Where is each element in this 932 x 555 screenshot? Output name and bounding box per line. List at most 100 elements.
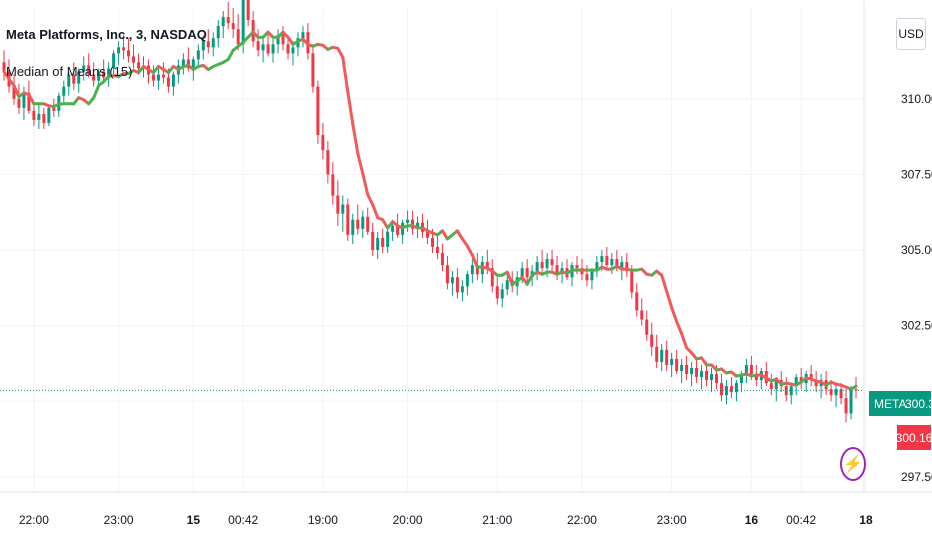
candle-body <box>809 374 813 381</box>
candle-body <box>625 262 629 272</box>
candle-body <box>196 50 200 60</box>
candle <box>406 210 410 232</box>
x-tick-label: 22:00 <box>19 513 49 527</box>
candle-body <box>82 65 86 72</box>
candle-body <box>171 74 175 87</box>
candle-body <box>734 383 738 393</box>
candle-body <box>670 358 674 365</box>
symbol-label: META <box>874 396 907 411</box>
candle-body <box>211 38 215 48</box>
candle-body <box>739 374 743 384</box>
candle <box>804 371 808 393</box>
candle <box>296 32 300 57</box>
candle <box>565 259 569 281</box>
candle-body <box>460 286 464 293</box>
candle <box>92 62 96 87</box>
ma-segment <box>470 253 479 269</box>
lightning-icon[interactable]: ⚡ <box>840 447 866 481</box>
candle-body <box>685 364 689 375</box>
candle <box>660 343 664 371</box>
candle-body <box>789 386 793 396</box>
x-tick-label: 16 <box>745 513 759 527</box>
candle <box>87 53 91 78</box>
candle <box>460 280 464 302</box>
candle-body <box>341 204 345 214</box>
candle-body <box>660 349 664 362</box>
ma-segment <box>351 122 360 155</box>
candle-body <box>540 262 544 269</box>
grid <box>0 0 932 493</box>
y-axis[interactable]: 297.50 302.50 305.00 307.50 310.00 <box>901 92 932 484</box>
candle <box>799 367 803 390</box>
candle <box>490 259 494 293</box>
candle-body <box>181 59 185 66</box>
x-tick-label: 00:42 <box>228 513 258 527</box>
candle-body <box>769 383 773 390</box>
y-tick-label: 307.50 <box>901 167 932 181</box>
candle <box>17 83 21 114</box>
candle <box>605 246 609 269</box>
candle-body <box>156 74 160 81</box>
candle-body <box>201 41 205 51</box>
candle <box>256 29 260 57</box>
indicator-legend[interactable]: Median of Means (15) <box>6 64 133 79</box>
candle <box>710 367 714 393</box>
candle-body <box>645 319 649 335</box>
candle <box>421 213 425 238</box>
candle <box>326 141 330 184</box>
candle <box>127 38 131 63</box>
candle <box>62 80 66 105</box>
ma-segment <box>665 289 674 309</box>
candle-body <box>749 364 753 375</box>
candle-body <box>470 265 474 275</box>
ma-segment <box>670 305 679 324</box>
chart-title[interactable]: Meta Platforms, Inc., 3, NASDAQ <box>6 27 207 42</box>
candle-body <box>47 107 51 123</box>
candle-body <box>430 237 434 247</box>
candle-body <box>231 23 235 30</box>
candle <box>465 271 469 296</box>
candle <box>655 334 659 368</box>
candle <box>819 374 823 399</box>
candle <box>540 250 544 275</box>
candle-body <box>346 204 350 235</box>
candle <box>361 210 365 238</box>
candle <box>535 256 539 281</box>
candle <box>171 71 175 96</box>
candle <box>117 41 121 66</box>
ma-segment <box>226 48 235 61</box>
x-axis[interactable]: 22:00 23:00 15 00:42 19:00 20:00 21:00 22:00 23:… <box>19 513 873 527</box>
ma-segment <box>525 273 534 286</box>
median-of-means-line <box>2 30 858 391</box>
currency-button[interactable]: USD <box>896 18 926 50</box>
candle <box>381 228 385 254</box>
candle <box>555 256 559 281</box>
candle-body <box>440 253 444 266</box>
candle-body <box>161 74 165 78</box>
candle-body <box>361 216 365 229</box>
candle <box>216 20 220 48</box>
candle <box>321 122 325 160</box>
candle-body <box>406 219 410 223</box>
candle-body <box>281 35 285 45</box>
candle <box>650 322 654 356</box>
ma-segment <box>27 93 36 106</box>
candle <box>734 380 738 402</box>
ma-segment <box>361 171 370 197</box>
candle <box>236 14 240 51</box>
candle-body <box>605 256 609 266</box>
candle <box>744 358 748 384</box>
candle-body <box>22 92 26 108</box>
candle-body <box>206 41 210 48</box>
candle-body <box>714 374 718 384</box>
candle-body <box>396 225 400 235</box>
candle <box>151 65 155 87</box>
low-price-tag: 300.16 <box>896 425 932 450</box>
candle-body <box>829 389 833 396</box>
candle <box>122 35 126 60</box>
candle <box>844 389 848 423</box>
candle <box>690 361 694 387</box>
candle-body <box>112 53 116 69</box>
